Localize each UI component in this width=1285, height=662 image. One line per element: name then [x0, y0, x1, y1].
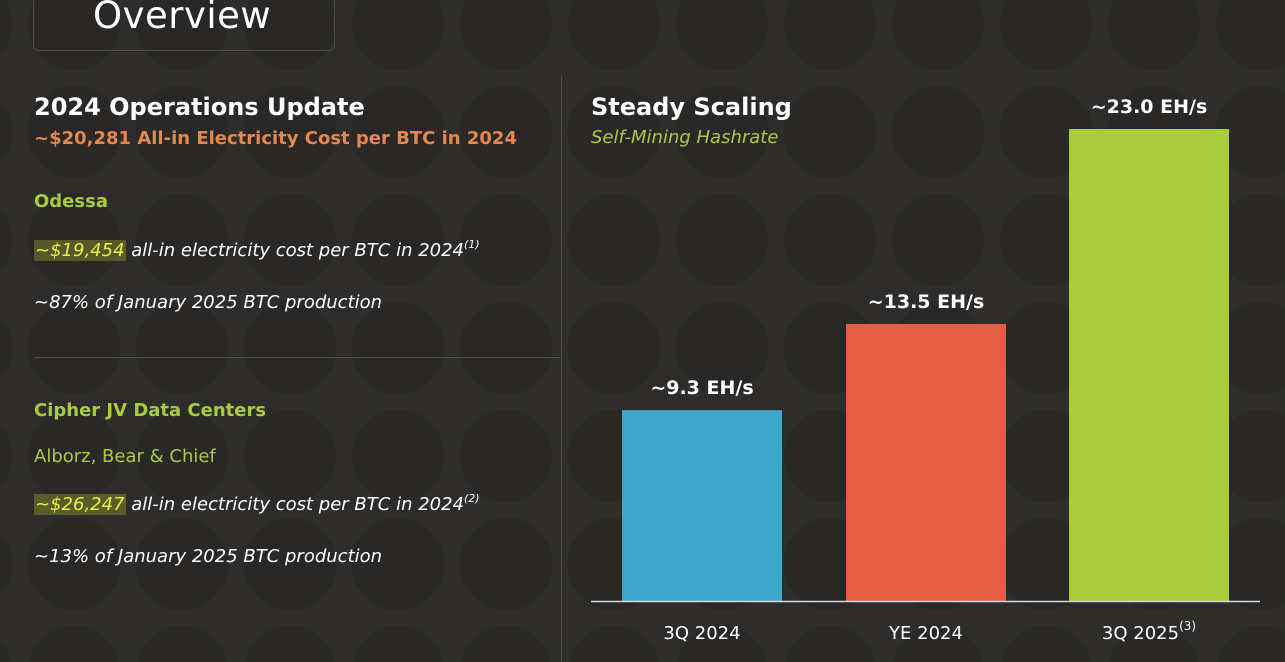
bar-3: [1069, 129, 1229, 601]
x-tick-label-1: 3Q 2024: [663, 623, 740, 644]
jv-cost-value: ~$26,247: [34, 494, 126, 515]
operations-subheading: ~$20,281 All-in Electricity Cost per BTC…: [34, 128, 517, 149]
bar-1: [622, 410, 782, 601]
odessa-title: Odessa: [34, 191, 108, 212]
jv-footnote: (2): [464, 492, 480, 505]
jv-cost-text: all-in electricity cost per BTC in 2024: [125, 494, 465, 515]
horizontal-divider: [34, 357, 560, 358]
page-title: Overview: [93, 0, 272, 37]
x-tick-footnote-3: (3): [1179, 619, 1196, 633]
x-tick-label-2: YE 2024: [888, 623, 963, 644]
bar-value-label-1: ~9.3 EH/s: [650, 377, 753, 399]
scaling-subheading: Self-Mining Hashrate: [591, 127, 779, 148]
odessa-footnote: (1): [464, 238, 480, 251]
jv-production: ~13% of January 2025 BTC production: [34, 546, 383, 567]
odessa-cost-line: ~$19,454 all-in electricity cost per BTC…: [34, 238, 480, 261]
bar-2: [846, 323, 1006, 601]
x-tick-label-3: 3Q 2025(3): [1102, 619, 1196, 644]
jv-cost-line: ~$26,247 all-in electricity cost per BTC…: [34, 492, 480, 515]
odessa-cost-value: ~$19,454: [34, 240, 126, 261]
jv-title: Cipher JV Data Centers: [34, 400, 267, 421]
bar-value-label-2: ~13.5 EH/s: [868, 291, 985, 313]
odessa-production: ~87% of January 2025 BTC production: [34, 292, 383, 313]
jv-subtitle: Alborz, Bear & Chief: [34, 446, 216, 467]
vertical-divider: [561, 76, 562, 662]
scaling-heading: Steady Scaling: [591, 93, 792, 121]
operations-heading: 2024 Operations Update: [34, 93, 365, 121]
bar-value-label-3: ~23.0 EH/s: [1091, 96, 1208, 118]
page-title-box: Overview: [33, 0, 335, 51]
odessa-cost-text: all-in electricity cost per BTC in 2024: [125, 240, 465, 261]
